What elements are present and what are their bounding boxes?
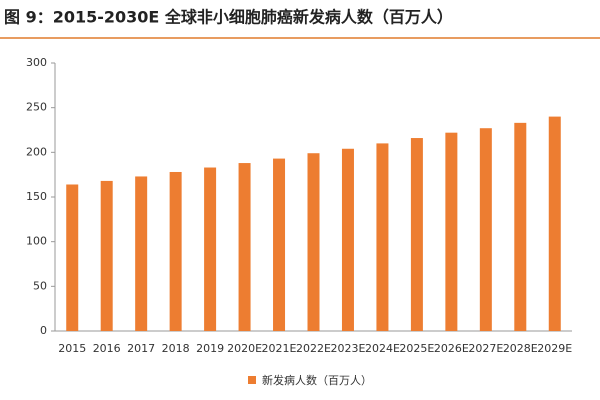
y-tick-label: 0	[40, 324, 47, 337]
x-tick-label: 2025E	[399, 342, 434, 355]
legend-label: 新发病人数（百万人）	[262, 373, 372, 387]
x-tick-label: 2028E	[503, 342, 538, 355]
bar	[445, 132, 458, 331]
bar	[135, 176, 148, 331]
x-tick-label: 2015	[58, 342, 86, 355]
x-tick-label: 2016	[93, 342, 121, 355]
y-tick-label: 100	[26, 235, 47, 248]
x-tick-label: 2018	[162, 342, 190, 355]
x-tick-label: 2020E	[227, 342, 262, 355]
legend-swatch	[248, 376, 256, 384]
bar	[307, 153, 320, 331]
bar	[341, 148, 354, 331]
y-tick-label: 150	[26, 190, 47, 203]
x-tick-label: 2029E	[537, 342, 572, 355]
y-tick-label: 250	[26, 101, 47, 114]
bar	[410, 138, 423, 331]
y-tick-label: 50	[33, 279, 47, 292]
bar	[66, 184, 79, 331]
x-tick-label: 2022E	[296, 342, 331, 355]
bar	[238, 163, 251, 331]
x-tick-label: 2019	[196, 342, 224, 355]
bar	[273, 158, 286, 331]
x-tick-label: 2027E	[468, 342, 503, 355]
x-tick-label: 2017	[127, 342, 155, 355]
x-tick-label: 2026E	[434, 342, 469, 355]
y-tick-label: 200	[26, 145, 47, 158]
bar	[204, 167, 217, 331]
chart-title: 图 9：2015-2030E 全球非小细胞肺癌新发病人数（百万人）	[4, 8, 453, 27]
bar	[100, 180, 113, 331]
bar	[376, 143, 389, 331]
bar	[548, 116, 561, 331]
x-tick-label: 2023E	[330, 342, 365, 355]
x-tick-label: 2024E	[365, 342, 400, 355]
bar	[169, 171, 182, 331]
bar	[479, 128, 492, 331]
x-tick-label: 2021E	[262, 342, 297, 355]
bar	[514, 122, 527, 331]
y-tick-label: 300	[26, 56, 47, 69]
